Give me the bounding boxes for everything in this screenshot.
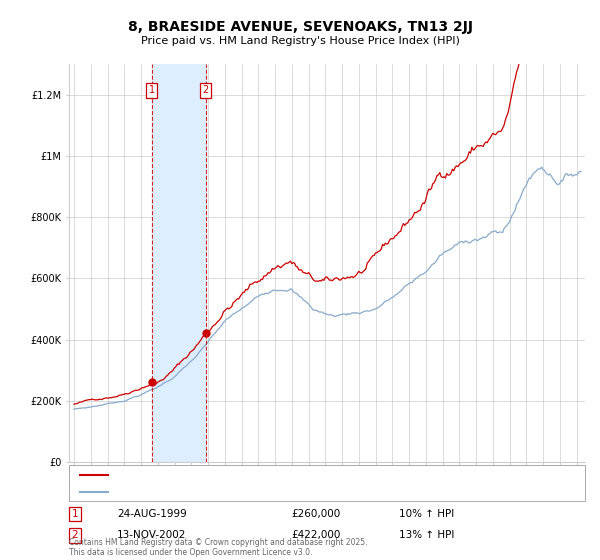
Text: 2: 2 xyxy=(203,85,209,95)
Text: 1: 1 xyxy=(71,509,79,519)
Text: 8, BRAESIDE AVENUE, SEVENOAKS, TN13 2JJ (detached house): 8, BRAESIDE AVENUE, SEVENOAKS, TN13 2JJ … xyxy=(112,470,417,480)
Text: 2: 2 xyxy=(71,530,79,540)
Text: £422,000: £422,000 xyxy=(291,530,340,540)
Text: 13-NOV-2002: 13-NOV-2002 xyxy=(117,530,187,540)
Text: HPI: Average price, detached house, Sevenoaks: HPI: Average price, detached house, Seve… xyxy=(112,487,346,497)
Text: 24-AUG-1999: 24-AUG-1999 xyxy=(117,509,187,519)
Bar xyxy=(152,64,206,462)
Text: 1: 1 xyxy=(149,85,155,95)
Text: 8, BRAESIDE AVENUE, SEVENOAKS, TN13 2JJ: 8, BRAESIDE AVENUE, SEVENOAKS, TN13 2JJ xyxy=(128,20,473,34)
Text: Price paid vs. HM Land Registry's House Price Index (HPI): Price paid vs. HM Land Registry's House … xyxy=(140,36,460,46)
Text: Contains HM Land Registry data © Crown copyright and database right 2025.
This d: Contains HM Land Registry data © Crown c… xyxy=(69,538,367,557)
Text: 13% ↑ HPI: 13% ↑ HPI xyxy=(399,530,454,540)
Text: 10% ↑ HPI: 10% ↑ HPI xyxy=(399,509,454,519)
Text: £260,000: £260,000 xyxy=(291,509,340,519)
